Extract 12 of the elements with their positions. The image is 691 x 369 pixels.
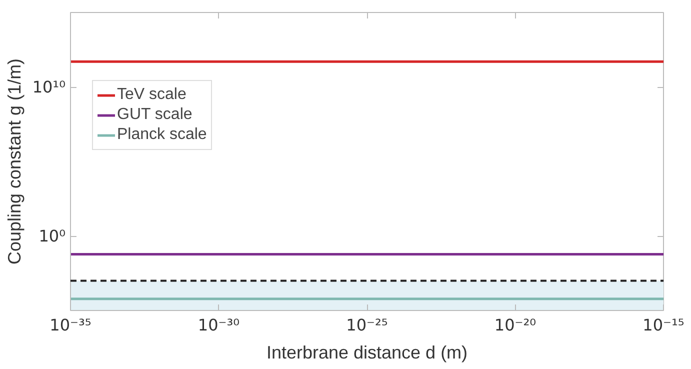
legend-label: TeV scale	[117, 86, 186, 104]
x-tick-label: 10⁻³⁵	[50, 316, 92, 334]
y-tick-label: 10¹⁰	[32, 78, 66, 96]
x-tick-label: 10⁻³⁰	[198, 316, 240, 334]
legend-label: GUT scale	[117, 106, 192, 124]
x-tick-label: 10⁻²⁰	[494, 316, 536, 334]
y-axis-title: Coupling constant g (1/m)	[4, 58, 24, 265]
y-tick-label: 10⁰	[38, 226, 66, 246]
x-axis-title: Interbrane distance d (m)	[266, 342, 468, 362]
x-tick-label: 10⁻¹⁵	[642, 316, 684, 334]
x-tick-label: 10⁻²⁵	[346, 316, 388, 334]
legend-label: Planck scale	[117, 126, 207, 144]
